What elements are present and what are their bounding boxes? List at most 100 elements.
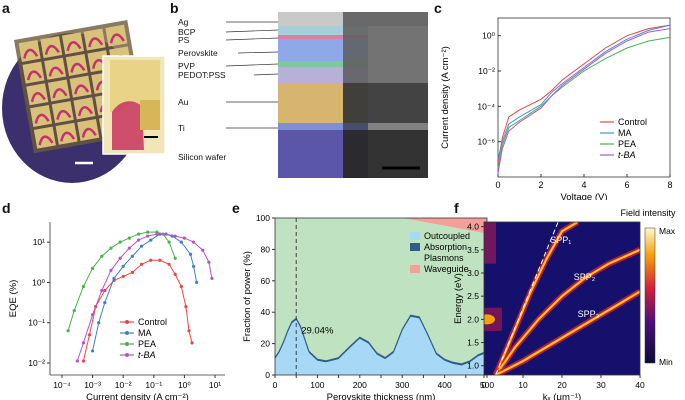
series-line-control (497, 24, 671, 163)
legend-label: PEA (138, 339, 156, 349)
data-point-control (139, 262, 144, 266)
colorbar-title: Field intensity (620, 208, 676, 218)
y-tick-label: 1.5 (467, 338, 479, 348)
data-point-ma (188, 252, 193, 256)
legend-label: Waveguide (424, 264, 469, 274)
y-axis-label: EQE (%) (8, 280, 19, 317)
legend-label: MA (138, 328, 152, 338)
legend-label: MA (618, 128, 632, 138)
y-tick-label: 40 (261, 307, 271, 317)
x-tick-label: 200 (353, 380, 367, 390)
y-tick-label: 10⁰ (32, 277, 45, 287)
x-tick-label: 4 (581, 180, 586, 190)
eqe-chart: 10⁻⁴ 10⁻³ 10⁻² 10⁻¹ 10⁰ 10¹ 10¹ 10⁰ 10⁻¹ 10⁻² Curr… (8, 222, 225, 400)
data-point-pea (173, 256, 177, 260)
layer-label-ag: Ag (178, 17, 189, 27)
y-tick-label: 4.0 (467, 222, 479, 232)
legend-marker (125, 331, 129, 335)
y-tick-label: 0 (265, 370, 270, 380)
device-cell-contact (30, 92, 46, 103)
x-tick-label: 10 (518, 380, 528, 390)
x-tick-label: 0 (495, 180, 500, 190)
legend-label: t-BA (618, 150, 636, 160)
x-tick-label: 10⁻⁴ (53, 380, 71, 390)
data-point-t-ba (100, 288, 104, 293)
legend-label: Outcoupled (424, 231, 470, 241)
x-tick-label: 100 (310, 380, 324, 390)
colorbar-max-label: Max (659, 226, 676, 236)
device-cell-contact (81, 127, 97, 138)
layer-labels: Ag BCP PS Perovskite PVP PEDOT:PSS Au Ti… (178, 0, 278, 185)
device-cell-contact (74, 84, 90, 95)
data-point-control (158, 258, 162, 262)
device-cell-contact (56, 109, 72, 120)
data-point-ma (191, 264, 196, 268)
y-tick-label: 60 (261, 276, 271, 286)
legend-swatch (410, 265, 420, 273)
legend-label: PEA (618, 139, 636, 149)
jv-chart: 0 2 4 6 8 10⁰ 10⁻² 10⁻⁴ 10⁻⁶ Voltage (V) Current d… (440, 17, 673, 200)
data-point-t-ba (136, 238, 141, 242)
data-point-control (190, 341, 194, 345)
device-cell-contact (77, 106, 94, 117)
x-axis-label: kₓ (μm⁻¹) (543, 392, 581, 400)
y-tick-label: 100 (256, 213, 270, 223)
data-point-control (184, 305, 188, 309)
y-tick-label: 10⁻² (28, 358, 45, 368)
data-point-t-ba (75, 359, 79, 363)
x-tick-label: 400 (438, 380, 452, 390)
x-tick-label: 10¹ (209, 380, 221, 390)
hot-spot-left (484, 314, 495, 325)
panel-c: c 0 2 4 6 8 10⁰ 10⁻² 10⁻⁴ 10⁻⁶ Voltage (V) Current… (432, 0, 685, 200)
y-axis-label: Fraction of power (%) (242, 251, 253, 342)
legend-label: t-BA (138, 350, 156, 360)
y-tick-label: 3.5 (467, 245, 479, 255)
x-tick-label: 10⁻¹ (145, 380, 162, 390)
data-point-ma (130, 254, 134, 258)
x-tick-label: 2 (538, 180, 543, 190)
x-tick-label: 0 (482, 380, 487, 390)
series-line-control (82, 259, 193, 362)
panel-e: e 29.04% 0 100 200 300 400 500 0 20 40 60 80 100 Pero… (230, 200, 495, 400)
x-tick-label: 500 (480, 380, 494, 390)
layer-label-silicon: Silicon wafer (178, 152, 227, 162)
x-tick-label: 6 (624, 180, 629, 190)
legend-label: Absorption (424, 242, 467, 252)
data-point-t-ba (164, 232, 168, 236)
data-point-pea (118, 240, 122, 244)
panel-label-a: a (2, 0, 10, 16)
y-tick-label: 2.5 (467, 291, 479, 301)
area-plasmons (275, 218, 487, 364)
y-tick-label: 10¹ (33, 237, 45, 247)
x-tick-label: 8 (667, 180, 672, 190)
device-cell-contact (70, 62, 86, 73)
data-point-ma (91, 349, 95, 353)
colorbar-min-label: Min (659, 357, 673, 367)
layer-label-bcp: BCP (178, 27, 196, 37)
y-tick-label: 10⁰ (482, 31, 495, 41)
device-cell-contact (34, 113, 50, 124)
device-cell-contact (60, 131, 76, 142)
panel-label-d: d (2, 200, 11, 216)
mode-curve-3 (495, 290, 640, 375)
data-point-pea (91, 266, 95, 270)
layer-label-pvp: PVP (178, 61, 196, 71)
layer-label-au: Au (178, 97, 189, 107)
device-cell-contact (52, 88, 68, 99)
data-point-pea (136, 232, 141, 236)
device-cell-contact (38, 135, 54, 146)
x-tick-label: 10⁻³ (84, 380, 101, 390)
panel-b: b Ag BCP PS Perovskite PVP PEDOT:PSS Au … (168, 0, 430, 185)
device-cell-contact (88, 37, 104, 48)
x-tick-label: 0 (273, 380, 278, 390)
y-axis-label: Current density (A cm⁻²) (440, 46, 451, 149)
panel-f: f SPP₁ SPP₂ SPP₃ 0 10 20 30 40 1.0 1.5 2.0 2.5 3.0 3.… (452, 200, 685, 400)
data-point-control (81, 359, 86, 363)
x-tick-label: 30 (596, 380, 606, 390)
data-point-pea (127, 236, 131, 240)
area-waveguide (275, 218, 487, 234)
panel-label-b: b (170, 0, 179, 16)
colorbar (644, 227, 656, 364)
data-point-ma (103, 300, 107, 305)
y-tick-label: 80 (261, 244, 271, 254)
